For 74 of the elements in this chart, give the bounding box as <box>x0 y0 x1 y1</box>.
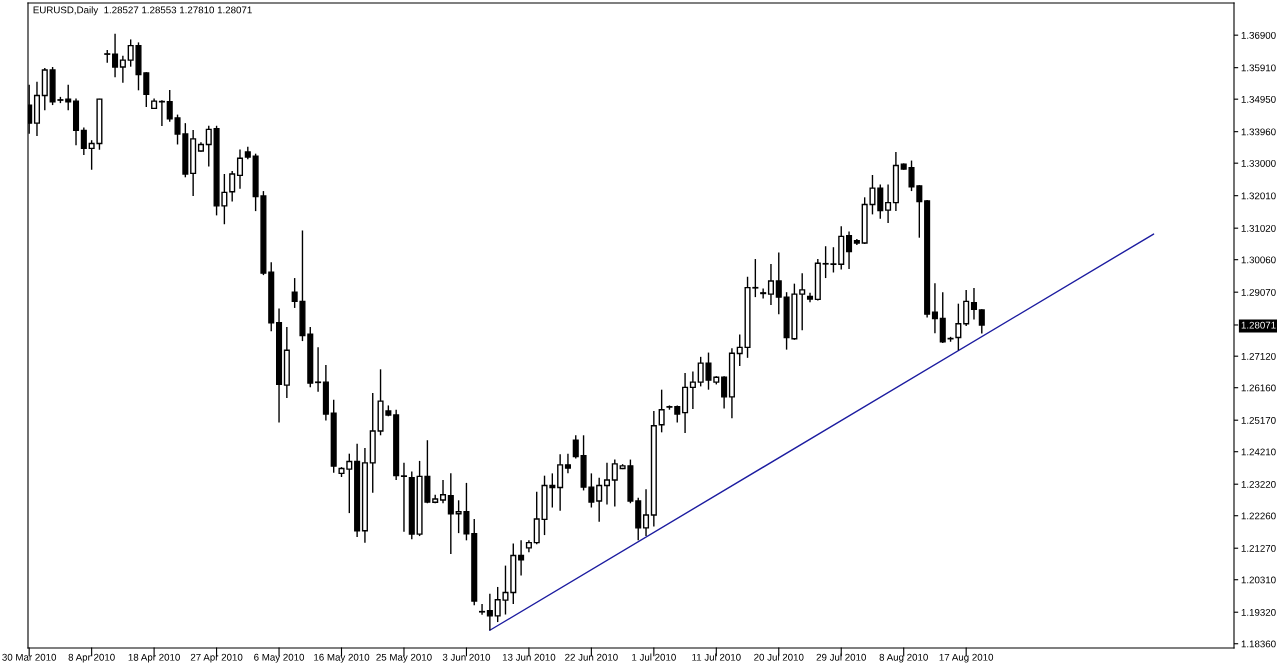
candlestick <box>315 346 322 393</box>
y-tick-label: 1.24210 <box>1241 448 1276 456</box>
candlestick <box>486 593 493 631</box>
candlestick <box>963 289 970 327</box>
y-tick-label: 1.21270 <box>1241 544 1276 552</box>
candlestick <box>642 488 650 537</box>
x-tick-label: 18 Apr 2010 <box>128 653 180 663</box>
candlestick <box>760 287 767 300</box>
candlestick <box>885 183 892 224</box>
candlestick <box>775 251 782 315</box>
y-tick-label: 1.33000 <box>1241 159 1276 167</box>
candlestick <box>658 388 665 434</box>
candlestick <box>767 263 775 306</box>
y-tick-label: 1.34950 <box>1241 95 1276 103</box>
candlestick <box>564 452 571 475</box>
candlestick <box>65 84 72 112</box>
y-tick-label: 1.26160 <box>1241 384 1276 392</box>
y-tick-label: 1.22260 <box>1241 512 1276 520</box>
x-tick-label: 30 Mar 2010 <box>2 653 57 661</box>
y-tick-label: 1.35910 <box>1241 64 1276 72</box>
candlestick <box>689 370 696 410</box>
candlestick <box>205 125 212 168</box>
candlestick <box>236 148 244 190</box>
candlestick <box>572 434 579 460</box>
x-tick-label: 17 Aug 2010 <box>939 653 994 663</box>
candlestick <box>518 539 525 577</box>
candlestick <box>400 462 408 533</box>
candlestick <box>229 170 236 203</box>
x-tick-label: 8 Aug 2010 <box>879 653 928 663</box>
y-tick-label: 1.20310 <box>1241 576 1276 584</box>
y-tick-label: 1.25170 <box>1241 416 1276 424</box>
candlestick <box>80 126 87 156</box>
y-tick-label: 1.36900 <box>1241 31 1276 39</box>
x-tick-label: 3 Jun 2010 <box>442 653 491 661</box>
candlestick <box>596 476 603 523</box>
x-tick-label: 16 May 2010 <box>314 653 370 663</box>
y-tick-label: 1.18360 <box>1241 640 1276 648</box>
candlestick <box>611 458 618 508</box>
x-tick-label: 13 Jun 2010 <box>502 653 556 661</box>
x-tick-label: 11 Jul 2010 <box>692 653 741 661</box>
candlestick <box>557 453 564 512</box>
candlestick <box>799 272 806 331</box>
candlestick <box>931 282 938 334</box>
y-tick-label: 1.28071 <box>1241 321 1276 329</box>
x-tick-label: 1 Jul 2010 <box>632 653 676 661</box>
candlestick <box>736 333 743 367</box>
x-tick-label: 29 Jul 2010 <box>816 653 866 661</box>
candlestick <box>846 230 853 270</box>
candlestick <box>721 375 728 410</box>
x-tick-label: 22 Jun 2010 <box>565 653 618 661</box>
candlestick <box>603 462 611 506</box>
candlestick <box>479 603 486 616</box>
y-tick-label: 1.31020 <box>1241 224 1276 232</box>
x-tick-label: 25 May 2010 <box>376 653 432 663</box>
candlestick <box>119 55 126 84</box>
candlestick <box>955 302 962 351</box>
y-tick-label: 1.19320 <box>1241 608 1276 616</box>
candlestick <box>978 308 985 335</box>
y-tick-label: 1.30060 <box>1241 256 1276 264</box>
candlestick <box>970 287 978 321</box>
y-tick-label: 1.23220 <box>1241 480 1276 488</box>
x-tick-label: 27 Apr 2010 <box>190 653 243 663</box>
y-tick-label: 1.27120 <box>1241 352 1276 360</box>
x-tick-label: 8 Apr 2010 <box>68 653 115 663</box>
y-tick-label: 1.29070 <box>1241 288 1276 296</box>
candlestick <box>439 479 447 504</box>
candlestick <box>939 291 946 344</box>
y-tick-label: 1.33960 <box>1241 128 1276 136</box>
x-tick-label: 6 May 2010 <box>254 653 305 663</box>
candlestick <box>112 33 119 78</box>
x-tick-label: 20 Jul 2010 <box>754 653 804 661</box>
y-tick-label: 1.32010 <box>1241 192 1276 200</box>
chart-title: EURUSD,Daily 1.28527 1.28553 1.27810 1.28071 <box>33 6 252 16</box>
candlestick <box>447 472 454 555</box>
